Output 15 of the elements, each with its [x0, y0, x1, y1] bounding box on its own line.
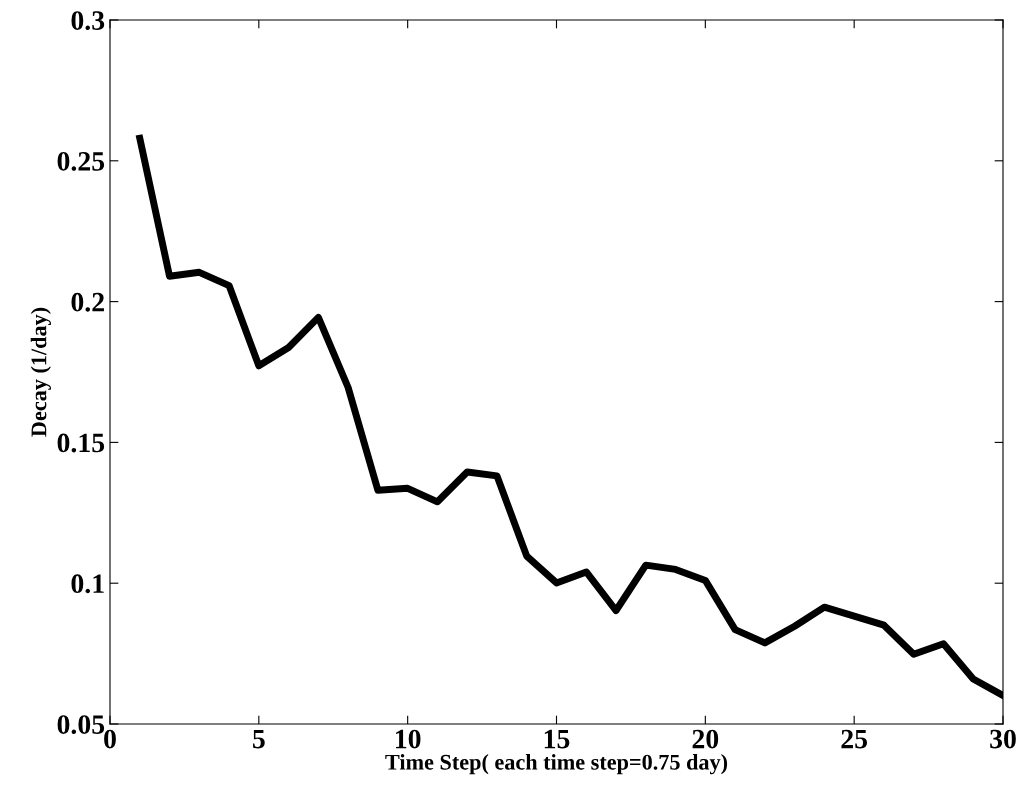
- x-axis-title: Time Step( each time step=0.75 day): [385, 754, 728, 775]
- x-tick-label: 20: [692, 729, 719, 749]
- x-tick-label: 15: [544, 729, 570, 749]
- x-tick-label: 0: [104, 729, 116, 749]
- y-tick-label: 0.25: [57, 151, 105, 171]
- y-axis-title: Decay (1/day): [30, 307, 51, 437]
- x-tick-label: 5: [253, 729, 265, 749]
- y-tick-label: 0.15: [57, 433, 105, 453]
- x-tick-label: 10: [396, 729, 421, 749]
- y-tick-label: 0.2: [71, 292, 104, 312]
- y-tick-label: 0.3: [71, 11, 105, 31]
- y-tick-label: 0.1: [71, 574, 104, 594]
- x-tick-label: 30: [990, 729, 1016, 749]
- x-tick-label: 25: [841, 729, 868, 749]
- y-tick-label: 0.05: [57, 715, 105, 735]
